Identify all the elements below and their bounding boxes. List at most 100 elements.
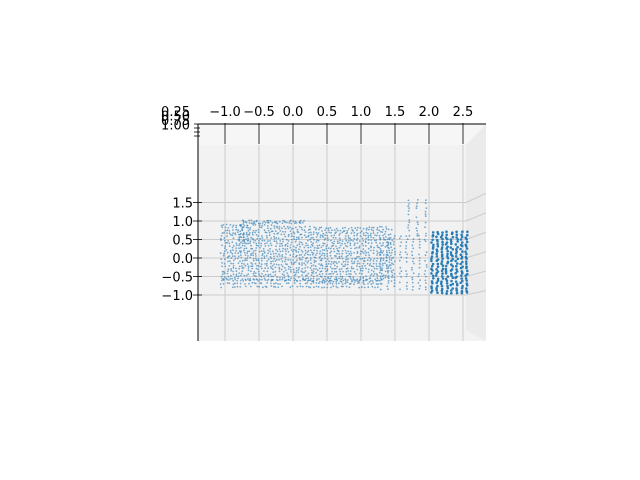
scatter-point [295,249,297,252]
scatter-point [275,252,277,255]
y-tick-label: 1.0 [172,215,193,230]
scatter-point [454,280,458,284]
scatter-point [380,251,382,254]
scatter-point [382,259,385,261]
scatter-point [276,276,279,279]
top-pane [198,124,486,145]
scatter-point [445,282,449,285]
y-tick-label: 0.0 [172,252,193,267]
scatter-point [383,233,386,236]
scatter-point [359,269,362,272]
scatter-point [292,245,295,248]
scatter-point [370,273,373,275]
scatter-point [348,286,351,289]
scatter-point [229,233,232,236]
scatter-point [220,258,223,261]
scatter-point [232,244,235,247]
scatter-point [400,276,402,278]
scatter-point [301,221,304,224]
scatter-point [307,246,310,249]
scatter-point [261,278,263,281]
scatter-point [336,242,339,245]
scatter-point [274,266,277,269]
scatter-point [325,227,328,230]
scatter-point [301,274,304,276]
scatter-point [312,233,315,236]
scatter-point [332,285,335,288]
scatter-point [250,219,253,222]
scatter-point [367,232,369,235]
scatter-point [298,254,301,257]
scatter-point [226,282,229,284]
scatter-point [413,262,415,265]
scatter-point [389,243,392,246]
scatter-point [407,199,410,202]
scatter-point [234,232,237,235]
scatter-point [406,238,409,241]
y-grid-line-right [465,212,487,222]
scatter-point [320,263,323,265]
scatter-point [418,238,421,241]
scatter-point [459,262,463,266]
scatter-point [435,254,439,258]
scatter-point [370,242,373,245]
scatter-point [259,226,261,229]
scatter-point [382,262,384,265]
scatter-point [386,238,389,241]
scatter-point [345,270,348,273]
scatter-point [329,254,332,257]
scatter-point [362,248,365,250]
scatter-point [352,276,355,278]
scatter-point [290,238,293,241]
scatter-point [357,260,359,263]
scatter-point [376,250,378,253]
scatter-point [297,236,300,239]
scatter-point [323,238,326,241]
scatter-point [264,273,267,276]
scatter-point [340,255,343,258]
scatter-point [372,249,375,252]
scatter-point [250,254,252,257]
scatter-point [345,258,348,261]
depth-tick-label: 1.00 [161,119,190,134]
scatter-point [244,283,246,285]
scatter-point [273,221,276,224]
scatter-point [247,269,250,272]
scatter-point [455,282,459,286]
scatter-point [249,277,252,280]
scatter-point [362,234,365,237]
scatter-point [320,276,323,278]
scatter-point [274,260,277,262]
scatter-point [392,243,395,246]
scatter-point [440,280,443,284]
scatter-point [324,267,326,270]
scatter-point [373,267,376,270]
scatter-point [330,250,333,253]
scatter-point [367,251,370,254]
scatter-point [377,279,380,282]
scatter-point [245,274,248,277]
scatter-point [260,257,263,260]
scatter-point [266,279,269,282]
scatter-point [318,257,321,259]
scatter-point [408,207,410,210]
scatter-point [376,226,379,229]
scatter-point [400,235,402,238]
scatter-point [370,236,373,239]
scatter-point [346,232,349,234]
scatter-point [356,265,358,267]
scatter-point [294,273,297,276]
scatter-point [459,238,463,241]
scatter-point [298,266,300,269]
scatter-point [365,227,368,230]
scatter-point [343,230,346,232]
scatter-point [338,234,341,237]
scatter-point [435,252,439,256]
scatter-point [237,255,240,258]
scatter-point [280,233,283,236]
scatter-point [294,222,296,225]
scatter-point [281,227,283,230]
scatter-point [435,268,438,271]
scatter-point [460,270,464,273]
scatter-point [312,277,315,280]
